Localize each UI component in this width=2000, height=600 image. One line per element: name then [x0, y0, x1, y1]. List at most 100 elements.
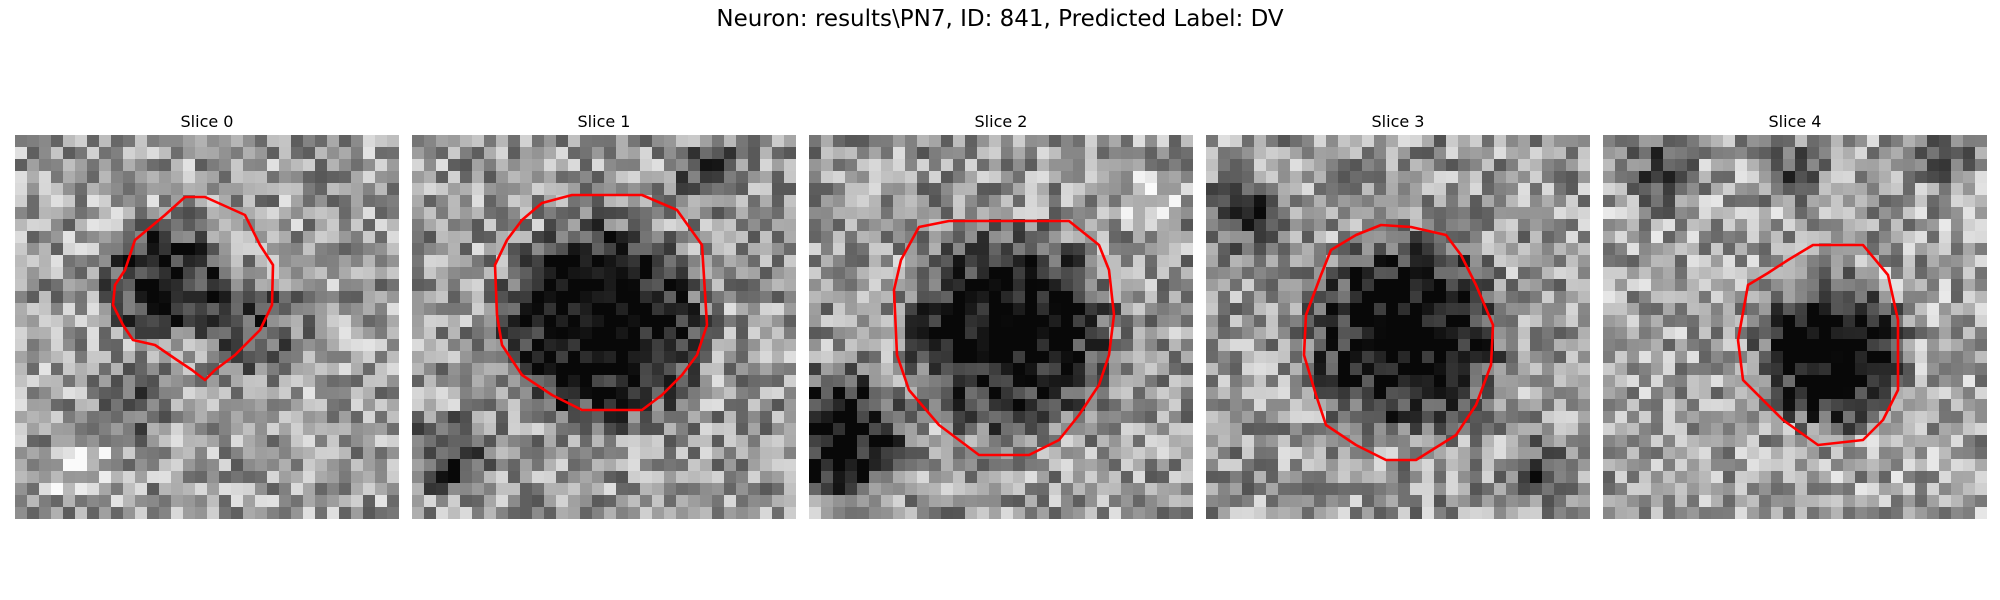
pixel-cell	[484, 483, 497, 496]
pixel-cell	[231, 327, 244, 340]
pixel-cell	[929, 147, 942, 160]
pixel-cell	[219, 435, 232, 448]
pixel-cell	[700, 435, 713, 448]
pixel-cell	[784, 171, 796, 184]
pixel-cell	[568, 171, 581, 184]
pixel-cell	[1374, 507, 1387, 519]
pixel-cell	[676, 447, 689, 460]
pixel-cell	[736, 375, 749, 388]
pixel-cell	[1398, 399, 1411, 412]
pixel-cell	[1422, 195, 1435, 208]
pixel-cell	[1554, 195, 1567, 208]
pixel-cell	[1242, 375, 1255, 388]
pixel-cell	[568, 459, 581, 472]
pixel-cell	[1915, 387, 1928, 400]
pixel-cell	[1879, 207, 1892, 220]
pixel-cell	[1699, 315, 1712, 328]
pixel-cell	[27, 207, 40, 220]
pixel-cell	[1927, 171, 1940, 184]
pixel-cell	[1494, 423, 1507, 436]
pixel-cell	[809, 195, 822, 208]
pixel-cell	[1085, 159, 1098, 172]
pixel-cell	[496, 207, 509, 220]
pixel-cell	[821, 459, 834, 472]
pixel-cell	[1470, 207, 1483, 220]
pixel-cell	[1085, 279, 1098, 292]
pixel-cell	[1314, 219, 1327, 232]
pixel-cell	[496, 147, 509, 160]
pixel-cell	[1627, 459, 1640, 472]
pixel-cell	[772, 435, 785, 448]
pixel-cell	[664, 411, 677, 424]
pixel-cell	[135, 243, 148, 256]
pixel-cell	[1386, 207, 1399, 220]
pixel-cell	[1530, 171, 1543, 184]
pixel-cell	[291, 471, 304, 484]
pixel-cell	[736, 159, 749, 172]
pixel-cell	[1049, 363, 1062, 376]
pixel-cell	[676, 399, 689, 412]
pixel-cell	[628, 495, 641, 508]
pixel-cell	[508, 495, 521, 508]
pixel-cell	[171, 375, 184, 388]
pixel-cell	[1446, 387, 1459, 400]
pixel-cell	[1314, 303, 1327, 316]
pixel-cell	[1699, 171, 1712, 184]
pixel-cell	[965, 339, 978, 352]
pixel-cell	[1278, 147, 1291, 160]
pixel-cell	[1218, 183, 1231, 196]
pixel-cell	[448, 159, 461, 172]
pixel-cell	[989, 267, 1002, 280]
pixel-cell	[1603, 171, 1616, 184]
pixel-cell	[1639, 243, 1652, 256]
pixel-cell	[508, 291, 521, 304]
pixel-cell	[544, 399, 557, 412]
pixel-cell	[183, 207, 196, 220]
pixel-cell	[1013, 375, 1026, 388]
pixel-cell	[1254, 375, 1267, 388]
pixel-cell	[327, 507, 340, 519]
slice-image-1	[412, 135, 796, 519]
pixel-cell	[171, 387, 184, 400]
pixel-cell	[977, 279, 990, 292]
pixel-cell	[736, 363, 749, 376]
pixel-cell	[1206, 423, 1219, 436]
pixel-cell	[1747, 363, 1760, 376]
pixel-cell	[1554, 327, 1567, 340]
pixel-cell	[1855, 327, 1868, 340]
pixel-cell	[1121, 411, 1134, 424]
pixel-cell	[1097, 291, 1110, 304]
pixel-cell	[784, 195, 796, 208]
pixel-cell	[1807, 279, 1820, 292]
pixel-cell	[1675, 303, 1688, 316]
pixel-cell	[1254, 423, 1267, 436]
pixel-cell	[448, 147, 461, 160]
pixel-cell	[387, 231, 399, 244]
pixel-cell	[712, 339, 725, 352]
pixel-cell	[448, 363, 461, 376]
pixel-cell	[1843, 411, 1856, 424]
pixel-cell	[760, 459, 773, 472]
pixel-cell	[243, 435, 256, 448]
pixel-cell	[857, 219, 870, 232]
pixel-cell	[1771, 195, 1784, 208]
pixel-cell	[51, 459, 64, 472]
pixel-cell	[1699, 327, 1712, 340]
pixel-cell	[1206, 363, 1219, 376]
pixel-cell	[375, 183, 388, 196]
pixel-cell	[75, 363, 88, 376]
pixel-cell	[15, 411, 28, 424]
pixel-cell	[484, 231, 497, 244]
pixel-cell	[99, 411, 112, 424]
pixel-cell	[1687, 459, 1700, 472]
pixel-cell	[712, 411, 725, 424]
pixel-cell	[977, 351, 990, 364]
pixel-cell	[1254, 435, 1267, 448]
pixel-cell	[1759, 327, 1772, 340]
pixel-cell	[424, 291, 437, 304]
pixel-cell	[1398, 471, 1411, 484]
pixel-cell	[123, 291, 136, 304]
pixel-cell	[1554, 495, 1567, 508]
pixel-cell	[1254, 231, 1267, 244]
pixel-cell	[219, 231, 232, 244]
